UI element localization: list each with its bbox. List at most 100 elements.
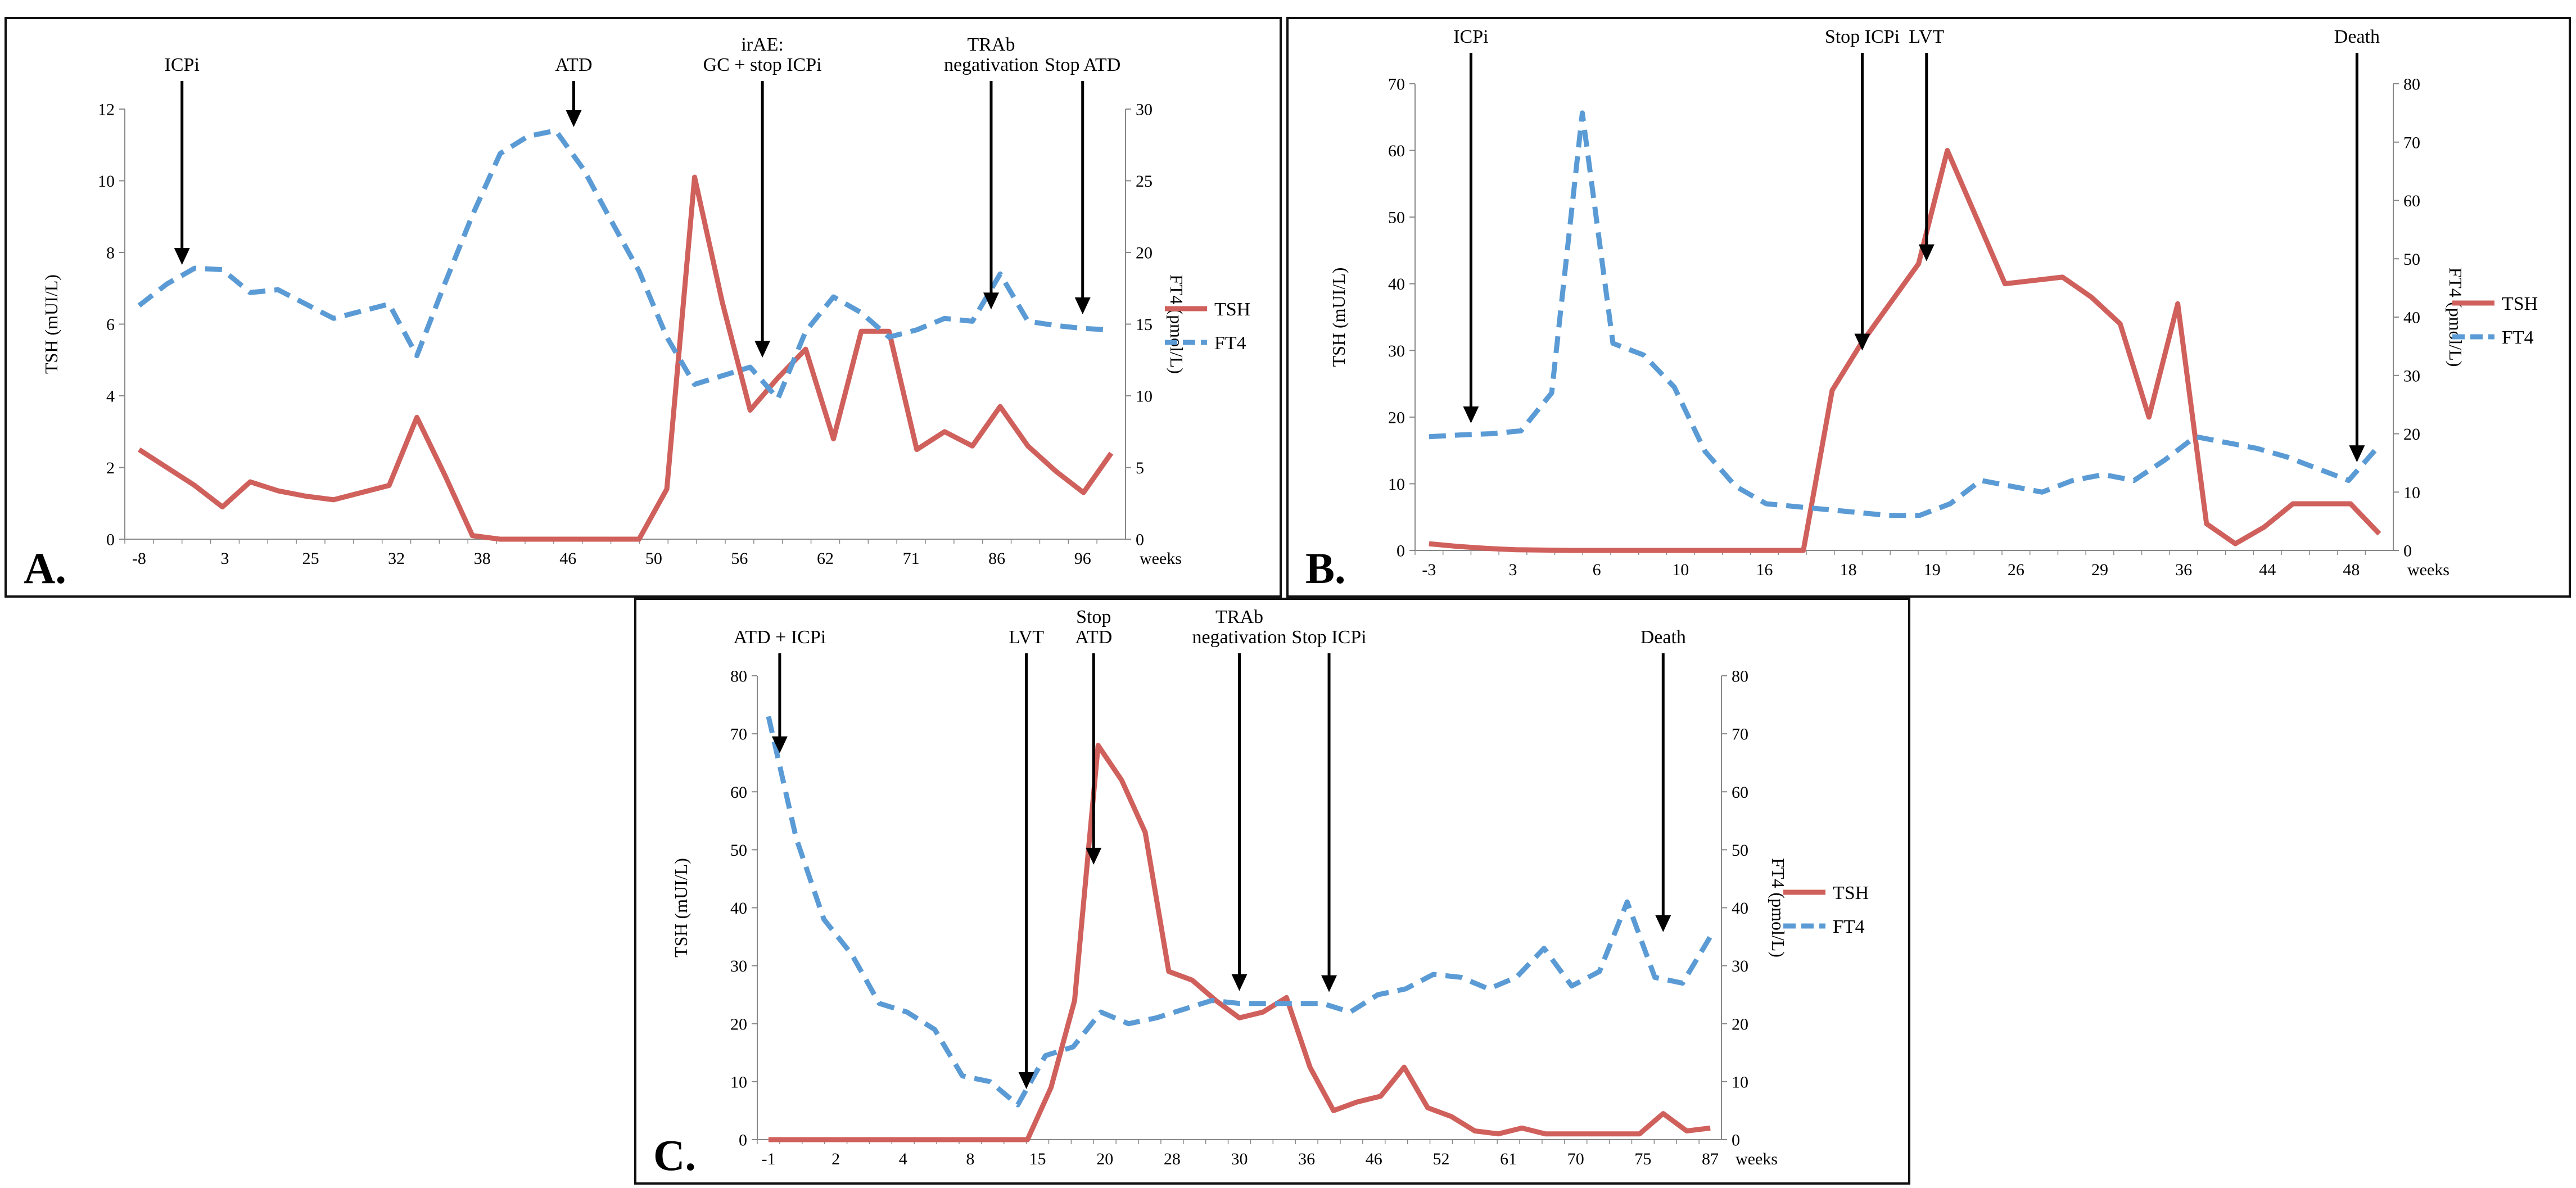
x-axis-label: weeks: [1736, 1150, 1778, 1168]
y-tick-label-right: 0: [1732, 1131, 1740, 1150]
x-tick-label: 18: [1840, 561, 1857, 579]
annotation-arrow-head: [174, 248, 190, 265]
x-tick-label: 30: [1231, 1150, 1248, 1168]
y-axis-label-right: FT4 (pmol/L): [1768, 858, 1788, 957]
series-line-tsh: [137, 174, 1114, 542]
x-tick-label: 87: [1702, 1150, 1719, 1168]
x-tick-label: 19: [1924, 561, 1941, 579]
annotation-label: ATD: [1075, 627, 1112, 648]
y-tick-label-left: 4: [106, 387, 115, 406]
series-line-ft4: [1429, 110, 2381, 518]
legend-label-ft4: FT4: [1833, 916, 1865, 937]
x-tick-label: 75: [1634, 1150, 1651, 1168]
y-tick-label-right: 60: [2403, 192, 2420, 210]
y-tick-label-right: 60: [1732, 783, 1748, 802]
y-tick-label-right: 25: [1136, 172, 1153, 191]
x-tick-label: 29: [2091, 561, 2108, 579]
y-tick-label-right: 80: [1732, 667, 1748, 686]
annotation-arrow-head: [566, 110, 582, 128]
y-tick-label-right: 40: [2403, 309, 2420, 327]
annotation-label: TRAb: [967, 34, 1015, 55]
y-tick-label-right: 30: [1136, 101, 1153, 119]
y-axis-label-left: TSH (mUI/L): [671, 858, 691, 957]
x-tick-label: -8: [132, 549, 146, 568]
y-tick-label-left: 60: [1388, 142, 1405, 160]
panel-label-a: A.: [24, 544, 66, 593]
annotation-label: negativation: [944, 55, 1038, 75]
x-tick-label: 26: [2008, 561, 2024, 579]
x-tick-label: 56: [731, 549, 748, 568]
x-tick-label: 62: [817, 549, 834, 568]
annotation-label: Stop ICPi: [1291, 627, 1366, 648]
annotation-arrow-head: [1231, 974, 1248, 991]
annotation-label: negativation: [1192, 627, 1286, 648]
y-tick-label-right: 50: [1732, 841, 1748, 860]
y-tick-label-left: 12: [98, 101, 115, 119]
y-tick-label-right: 20: [2403, 425, 2420, 444]
y-tick-label-right: 70: [1732, 725, 1748, 744]
y-tick-label-right: 70: [2403, 133, 2420, 152]
y-tick-label-left: 0: [1397, 542, 1405, 561]
annotation-label: Stop ICPi: [1825, 26, 1900, 47]
x-tick-label: 71: [903, 549, 920, 568]
x-tick-label: 86: [988, 549, 1005, 568]
y-tick-label-left: 40: [1388, 275, 1405, 293]
chart-panel-b: 0 10 20 30 40 50 60 70 0 10 20 30 40 50 60 70 80 -3 3 6 10 16…: [1286, 17, 2571, 598]
x-tick-label: 36: [2175, 561, 2192, 579]
y-axis-label-right: FT4 (pmol/L): [2446, 268, 2466, 367]
y-tick-label-left: 20: [730, 1015, 747, 1033]
x-tick-label: -1: [761, 1150, 775, 1168]
annotation-arrow-head: [771, 736, 788, 753]
y-tick-label-left: 50: [1388, 209, 1405, 227]
annotation-label: irAE:: [741, 34, 784, 55]
x-tick-label: 50: [645, 549, 662, 568]
y-tick-label-right: 20: [1136, 244, 1153, 263]
annotation-arrow-head: [2349, 445, 2365, 463]
annotation-label: ICPi: [165, 55, 200, 75]
y-tick-label-right: 10: [2403, 484, 2420, 502]
y-axis-label-left: TSH (mUI/L): [1328, 268, 1349, 367]
y-tick-label-left: 10: [98, 172, 115, 191]
x-tick-label: 15: [1029, 1150, 1046, 1168]
legend-label-tsh: TSH: [1833, 883, 1869, 904]
annotation-arrow-head: [1918, 244, 1935, 261]
annotation-label: TRAb: [1215, 607, 1263, 627]
annotation-arrow-head: [754, 341, 771, 358]
legend-label-ft4: FT4: [1214, 333, 1246, 354]
y-tick-label-right: 30: [1732, 957, 1748, 975]
series-line-tsh: [1429, 148, 2381, 553]
y-tick-label-left: 8: [106, 244, 115, 263]
y-tick-label-left: 0: [106, 531, 115, 549]
y-tick-label-left: 30: [730, 957, 747, 975]
x-tick-label: 6: [1593, 561, 1601, 579]
x-tick-label: 28: [1164, 1150, 1181, 1168]
x-tick-label: 4: [899, 1150, 907, 1168]
y-tick-label-left: 20: [1388, 408, 1405, 427]
y-axis-label-right: FT4 (pmol/L): [1167, 274, 1187, 374]
y-tick-label-right: 15: [1136, 315, 1153, 334]
annotation-label: Death: [1640, 627, 1686, 648]
panel-label-b: B.: [1305, 544, 1346, 593]
x-tick-label: 8: [966, 1150, 974, 1168]
y-tick-label-left: 50: [730, 841, 747, 860]
annotation-label: Death: [2334, 26, 2380, 47]
x-tick-label: 52: [1432, 1150, 1449, 1168]
x-axis-label: weeks: [2407, 561, 2450, 579]
annotation-arrow-head: [1321, 975, 1337, 992]
annotation-arrow-head: [1463, 406, 1479, 423]
x-tick-label: 46: [1366, 1150, 1382, 1168]
annotation-label: ATD + ICPi: [734, 627, 826, 648]
legend-label-ft4: FT4: [2502, 327, 2534, 348]
y-tick-label-left: 10: [730, 1073, 747, 1091]
x-tick-label: 36: [1298, 1150, 1315, 1168]
y-tick-label-left: 10: [1388, 475, 1405, 494]
series-line-ft4: [766, 716, 1712, 1108]
chart-c-svg: 0 10 20 30 40 50 60 70 80 0 10 20 30 40 50 60 70 80 -1 2 4 8 1…: [653, 607, 1869, 1180]
annotation-label: Stop: [1076, 607, 1111, 627]
annotation-arrow-head: [1655, 915, 1671, 932]
x-tick-label: 61: [1500, 1150, 1517, 1168]
x-tick-label: -3: [1422, 561, 1436, 579]
y-tick-label-right: 0: [1136, 531, 1144, 549]
